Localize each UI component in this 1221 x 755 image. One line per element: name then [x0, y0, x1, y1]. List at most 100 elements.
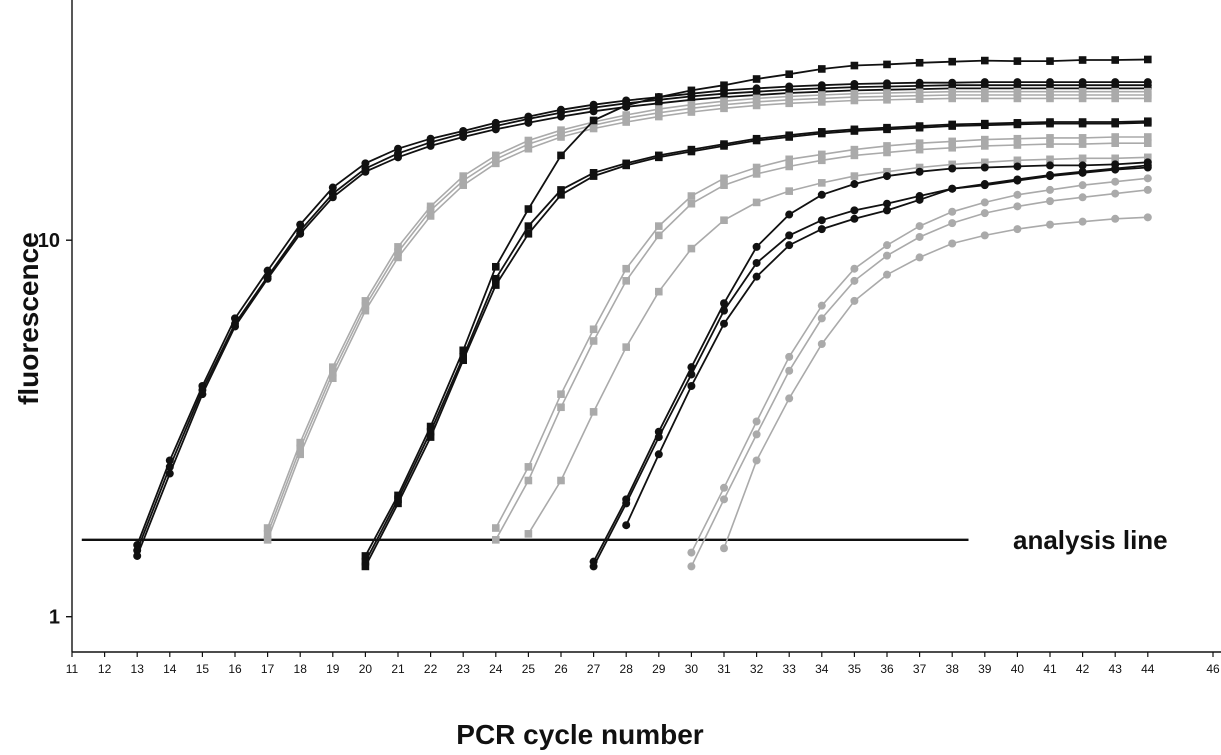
- data-point: [948, 219, 956, 227]
- data-point: [1014, 121, 1022, 129]
- data-point: [1111, 56, 1119, 64]
- x-tick-label: 38: [946, 662, 960, 676]
- data-point: [1046, 120, 1054, 128]
- data-point: [785, 156, 793, 164]
- x-tick-label: 46: [1206, 662, 1220, 676]
- data-point: [329, 374, 337, 382]
- series-line: [724, 217, 1148, 548]
- data-point: [916, 59, 924, 67]
- data-point: [981, 142, 989, 150]
- data-point: [720, 307, 728, 315]
- series-12: [525, 154, 1152, 538]
- data-point: [1144, 95, 1152, 103]
- data-point: [753, 75, 761, 83]
- data-point: [1111, 178, 1119, 186]
- data-point: [525, 145, 533, 153]
- data-point: [1046, 140, 1054, 148]
- data-point: [850, 180, 858, 188]
- x-tick-label: 42: [1076, 662, 1090, 676]
- data-point: [883, 149, 891, 157]
- series-7: [362, 56, 1152, 560]
- data-point: [753, 199, 761, 207]
- data-point: [427, 433, 435, 441]
- data-point: [655, 288, 663, 296]
- data-point: [459, 133, 467, 141]
- data-point: [655, 232, 663, 240]
- data-point: [361, 168, 369, 176]
- x-tick-label: 37: [913, 662, 927, 676]
- series-line: [365, 123, 1147, 567]
- data-point: [296, 450, 304, 458]
- data-point: [883, 61, 891, 69]
- x-tick-label: 13: [131, 662, 145, 676]
- data-point: [948, 144, 956, 152]
- data-point: [1144, 186, 1152, 194]
- data-point: [850, 297, 858, 305]
- data-point: [753, 102, 761, 110]
- data-point: [981, 209, 989, 217]
- data-point: [753, 137, 761, 145]
- data-point: [818, 130, 826, 138]
- analysis-line-label: analysis line: [1013, 525, 1168, 555]
- data-point: [753, 273, 761, 281]
- data-point: [818, 191, 826, 199]
- data-point: [1013, 175, 1021, 183]
- data-point: [655, 154, 663, 162]
- data-point: [850, 277, 858, 285]
- data-point: [557, 403, 565, 411]
- data-point: [720, 544, 728, 552]
- data-point: [525, 463, 533, 471]
- x-tick-label: 21: [391, 662, 405, 676]
- data-point: [818, 65, 826, 73]
- data-point: [720, 81, 728, 89]
- data-point: [851, 62, 859, 70]
- data-point: [622, 277, 630, 285]
- data-point: [622, 118, 630, 126]
- x-tick-label: 26: [554, 662, 568, 676]
- data-point: [948, 185, 956, 193]
- data-point: [557, 390, 565, 398]
- data-point: [916, 95, 924, 103]
- data-point: [720, 175, 728, 183]
- data-point: [1144, 213, 1152, 221]
- data-point: [1144, 119, 1152, 127]
- data-point: [622, 521, 630, 529]
- y-tick-label: 1: [49, 607, 60, 629]
- series-line: [137, 85, 1148, 550]
- data-point: [916, 233, 924, 241]
- data-point: [818, 98, 826, 106]
- data-point: [1079, 181, 1087, 189]
- analysis-line-group: analysis line: [82, 525, 1168, 555]
- data-point: [916, 196, 924, 204]
- x-tick-label: 43: [1109, 662, 1123, 676]
- x-tick-label: 39: [978, 662, 992, 676]
- data-point: [785, 163, 793, 171]
- data-point: [655, 433, 663, 441]
- data-point: [1144, 139, 1152, 147]
- data-point: [720, 320, 728, 328]
- data-point: [948, 165, 956, 173]
- data-point: [394, 153, 402, 161]
- data-point: [1013, 191, 1021, 199]
- data-point: [492, 160, 500, 168]
- data-point: [492, 524, 500, 532]
- data-point: [688, 148, 696, 156]
- series-16: [687, 174, 1151, 556]
- data-point: [1079, 155, 1087, 163]
- data-point: [720, 484, 728, 492]
- x-tick-label: 18: [294, 662, 308, 676]
- data-point: [851, 172, 859, 180]
- data-point: [851, 127, 859, 135]
- data-point: [525, 205, 533, 213]
- data-point: [1013, 225, 1021, 233]
- data-point: [1111, 165, 1119, 173]
- data-point: [785, 133, 793, 141]
- data-point: [981, 163, 989, 171]
- x-tick-label: 34: [815, 662, 829, 676]
- data-point: [1079, 120, 1087, 128]
- series-line: [365, 121, 1147, 562]
- data-point: [1144, 174, 1152, 182]
- data-point: [590, 107, 598, 115]
- data-point: [720, 216, 728, 224]
- data-point: [459, 356, 467, 364]
